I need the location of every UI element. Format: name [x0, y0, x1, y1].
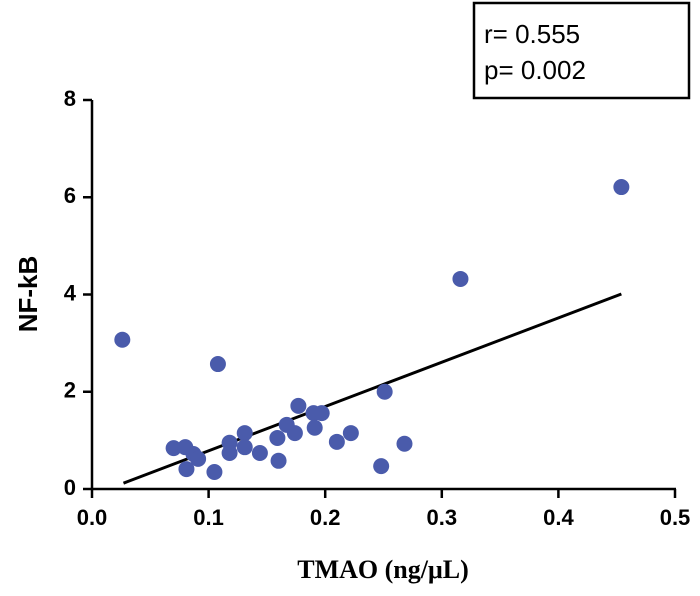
point	[376, 383, 393, 400]
point	[114, 331, 131, 348]
y-tick-label: 6	[64, 183, 76, 208]
point	[221, 445, 238, 462]
point	[178, 461, 195, 478]
point	[328, 433, 345, 450]
x-axis-title: TMAO (ng/μL)	[297, 555, 468, 584]
point	[236, 425, 253, 442]
point	[190, 450, 207, 467]
point	[286, 425, 303, 442]
x-tick-label: 0.5	[660, 505, 691, 530]
annotation: p= 0.002	[484, 55, 586, 85]
point	[251, 445, 268, 462]
point	[313, 405, 330, 422]
point	[373, 458, 390, 475]
point	[290, 397, 307, 414]
point	[269, 429, 286, 446]
point	[206, 463, 223, 480]
y-tick-label: 0	[64, 475, 76, 500]
point	[165, 440, 182, 457]
point	[236, 439, 253, 456]
y-axis-title: NF-kB	[13, 256, 43, 333]
x-tick-label: 0.3	[427, 505, 458, 530]
regression-line	[122, 292, 622, 485]
y-tick-label: 2	[64, 378, 76, 403]
annotation: r= 0.555	[484, 19, 580, 49]
point	[396, 435, 413, 452]
point	[613, 179, 630, 196]
x-tick-label: 0.4	[543, 505, 574, 530]
point	[209, 356, 226, 373]
point	[270, 452, 287, 469]
point	[452, 270, 469, 287]
x-tick-label: 0.0	[77, 505, 108, 530]
y-tick-label: 4	[64, 280, 77, 305]
point	[342, 425, 359, 442]
y-tick-label: 8	[64, 86, 76, 111]
x-tick-label: 0.1	[193, 505, 224, 530]
x-tick-label: 0.2	[310, 505, 341, 530]
annotation-box	[472, 1, 691, 100]
point	[306, 419, 323, 436]
